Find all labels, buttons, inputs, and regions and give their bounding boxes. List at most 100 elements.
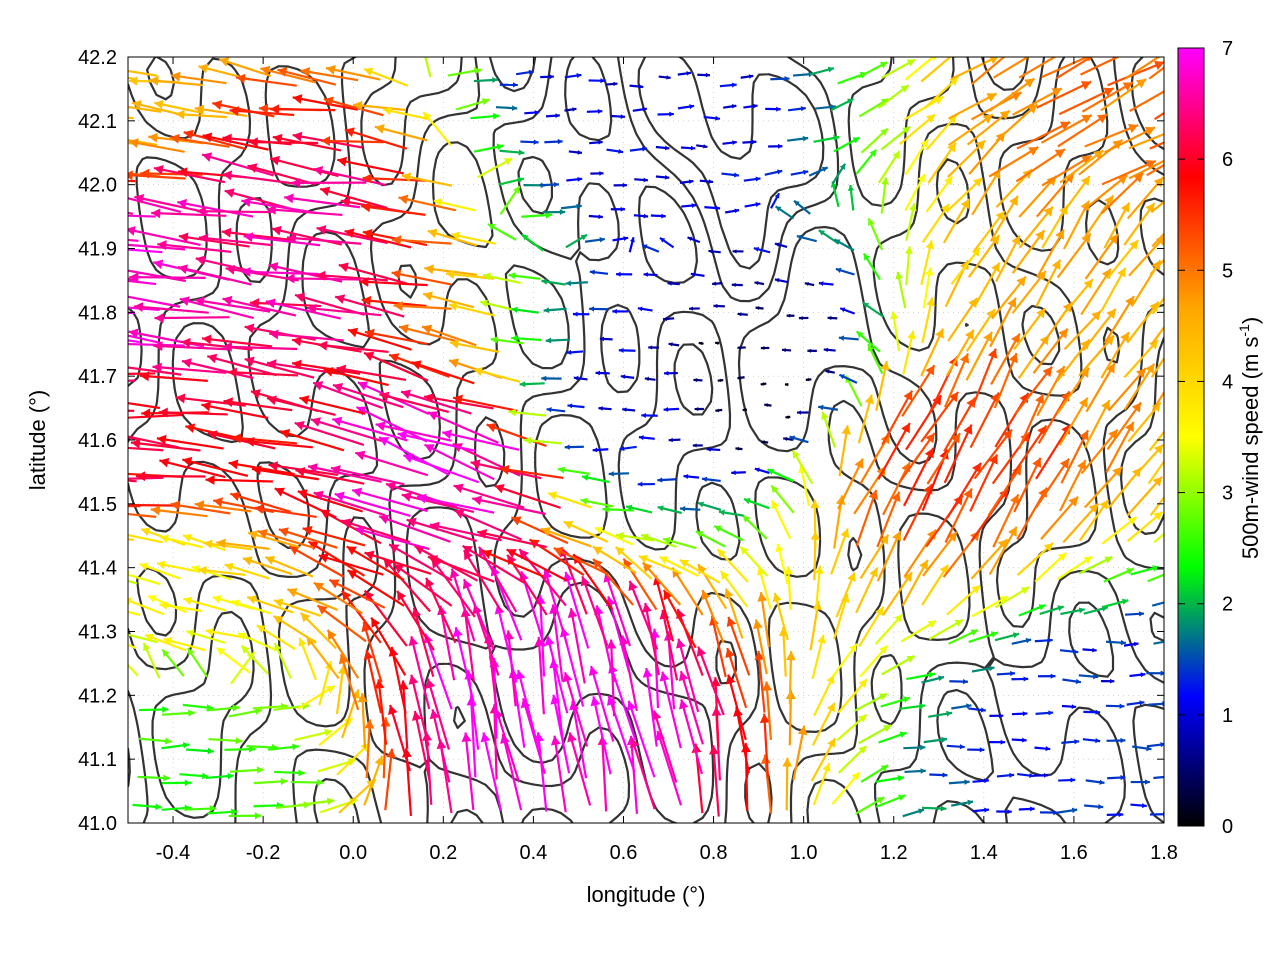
wind-arrow (163, 636, 206, 652)
wind-arrow (545, 113, 560, 119)
wind-arrow (374, 124, 428, 142)
wind-arrow (973, 428, 1013, 480)
wind-arrow (642, 561, 682, 606)
wind-arrow (401, 172, 453, 187)
wind-arrow (1061, 739, 1080, 745)
wind-arrow (641, 243, 660, 253)
wind-arrow (904, 768, 926, 774)
wind-arrow (128, 476, 164, 480)
wind-arrow (615, 271, 633, 277)
wind-arrow (610, 206, 626, 212)
wind-arrow (923, 736, 948, 744)
wind-arrow (737, 312, 748, 317)
wind-arrow (759, 713, 770, 778)
wind-arrow (588, 665, 615, 742)
wind-arrow (904, 246, 913, 286)
wind-arrow (835, 267, 855, 276)
wind-arrow (128, 138, 158, 147)
y-tick-label: 42.1 (78, 111, 117, 133)
wind-arrow (128, 597, 165, 616)
wind-arrow (1032, 327, 1069, 374)
wind-arrow (1034, 637, 1053, 643)
wind-arrow (249, 298, 321, 309)
wind-arrow (1078, 499, 1110, 542)
wind-arrow (454, 509, 523, 541)
wind-arrow (838, 335, 859, 341)
wind-arrow (573, 375, 588, 381)
wind-arrow (925, 175, 954, 213)
wind-arrow (128, 248, 163, 254)
wind-arrow (568, 150, 583, 155)
wind-arrow (1103, 202, 1131, 249)
wind-arrow (1060, 607, 1085, 616)
wind-arrow (340, 518, 411, 544)
wind-arrow (712, 281, 723, 286)
wind-arrow (224, 745, 256, 753)
wind-arrow (898, 703, 926, 711)
wind-arrow (521, 211, 553, 219)
wind-arrow (278, 527, 338, 549)
wind-arrow (201, 401, 269, 420)
wind-arrow (1078, 673, 1099, 680)
wind-arrow (326, 629, 360, 679)
wind-arrow (717, 378, 724, 383)
wind-arrow (269, 155, 339, 178)
wind-arrow (994, 632, 1020, 642)
wind-arrow (473, 367, 521, 383)
wind-arrow (1103, 295, 1135, 344)
wind-arrow (657, 505, 682, 515)
wind-arrow (726, 616, 751, 676)
wind-arrow (1100, 331, 1130, 379)
colorbar-tick-label: 1 (1222, 705, 1233, 727)
wind-arrow (810, 499, 820, 549)
wind-arrow (796, 234, 817, 243)
wind-arrow (838, 373, 858, 384)
wind-arrow (265, 298, 342, 320)
wind-arrow (1148, 66, 1164, 80)
wind-arrow (882, 571, 913, 616)
wind-arrow (128, 579, 138, 585)
wind-arrow (988, 77, 1035, 112)
wind-arrow (725, 674, 747, 741)
wind-arrow (922, 267, 934, 309)
wind-arrow (344, 127, 408, 150)
wind-arrow (1011, 737, 1027, 743)
wind-arrow (425, 678, 450, 750)
wind-arrow (364, 328, 428, 346)
wind-arrow (212, 100, 275, 118)
wind-arrow (274, 487, 337, 519)
wind-arrow (177, 198, 254, 218)
wind-arrow (855, 567, 879, 614)
wind-arrow (989, 739, 1006, 745)
colorbar-label-main: 500m-wind speed (m s (1238, 337, 1263, 560)
wind-arrow (792, 725, 808, 781)
wind-arrow (1016, 121, 1071, 150)
wind-arrow (598, 406, 612, 411)
wind-arrow (859, 533, 890, 580)
wind-arrow (594, 526, 634, 546)
wind-arrow (1082, 308, 1117, 352)
wind-arrow (337, 156, 404, 175)
wind-arrow (1056, 367, 1090, 414)
wind-arrow (194, 500, 252, 513)
wind-arrow (128, 538, 134, 541)
wind-arrow (905, 203, 917, 241)
wind-arrow (317, 340, 389, 354)
wind-arrow (540, 526, 592, 548)
wind-arrow (375, 421, 452, 442)
wind-arrow (853, 692, 888, 712)
wind-arrow (411, 710, 431, 783)
y-tick-label: 41.7 (78, 366, 117, 388)
wind-arrow (128, 279, 157, 286)
wind-arrow (904, 95, 944, 121)
wind-arrow (629, 737, 656, 810)
wind-arrow (813, 134, 840, 143)
wind-arrow (973, 210, 1006, 252)
wind-arrow (402, 453, 480, 484)
wind-arrow (247, 530, 300, 548)
wind-arrow (316, 270, 388, 282)
wind-arrow (1018, 205, 1054, 249)
wind-arrow (297, 684, 336, 710)
wind-arrow (266, 204, 343, 217)
wind-arrow (524, 110, 540, 115)
